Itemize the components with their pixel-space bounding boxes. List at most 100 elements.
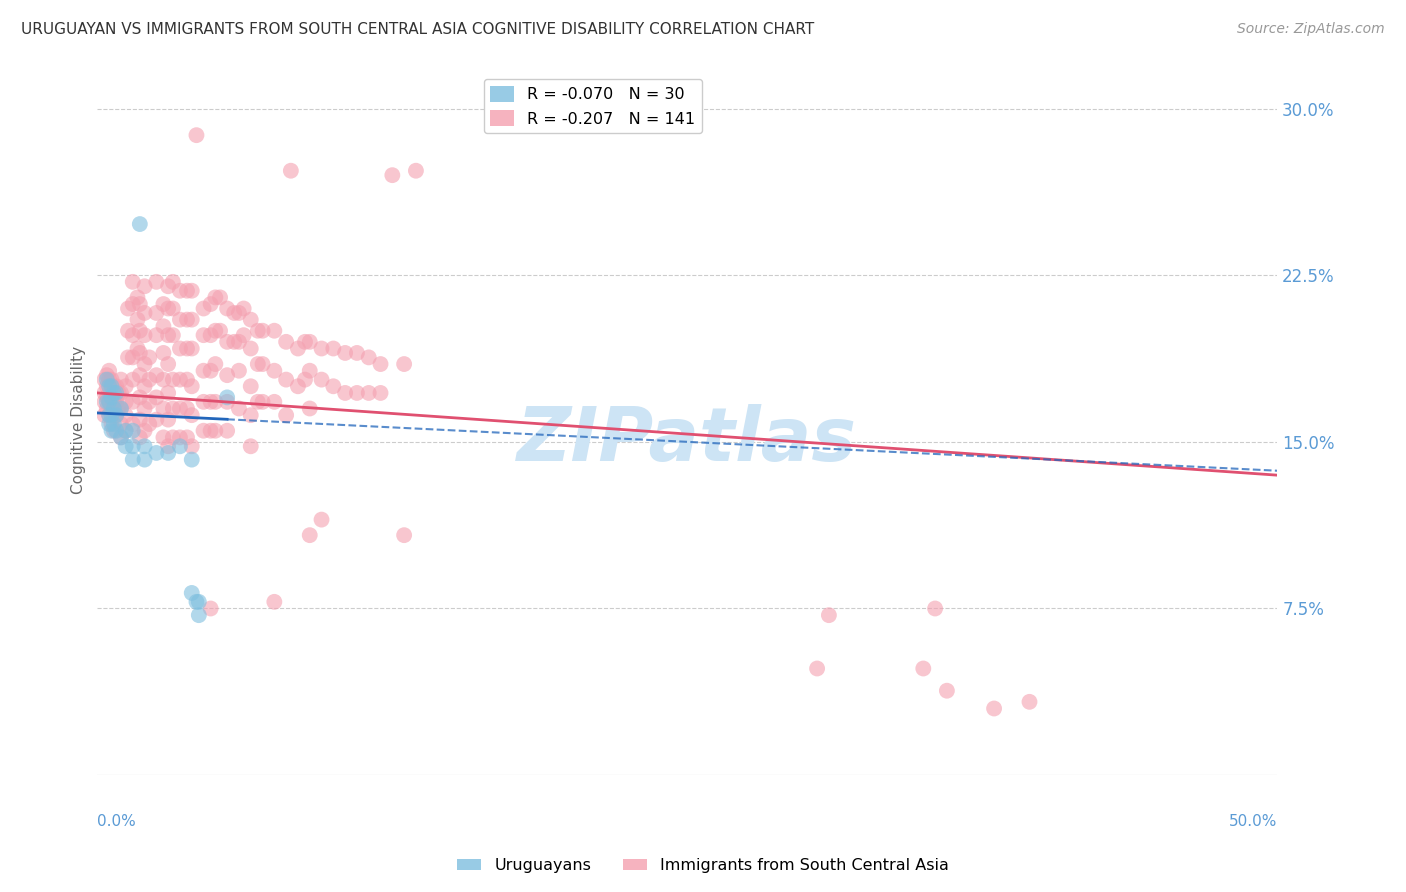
- Point: [117, 324, 139, 338]
- Point: [157, 328, 180, 343]
- Point: [157, 301, 180, 316]
- Point: [204, 324, 226, 338]
- Point: [138, 373, 160, 387]
- Point: [162, 401, 184, 416]
- Point: [392, 357, 415, 371]
- Point: [200, 424, 222, 438]
- Point: [169, 439, 191, 453]
- Point: [157, 386, 180, 401]
- Point: [105, 386, 128, 401]
- Point: [180, 312, 202, 326]
- Point: [176, 312, 198, 326]
- Text: ZIPatlas: ZIPatlas: [517, 404, 858, 477]
- Point: [96, 394, 118, 409]
- Point: [96, 401, 118, 416]
- Point: [204, 357, 226, 371]
- Point: [145, 328, 167, 343]
- Point: [169, 284, 191, 298]
- Point: [134, 379, 156, 393]
- Point: [103, 386, 125, 401]
- Point: [239, 342, 262, 356]
- Point: [134, 328, 156, 343]
- Point: [121, 297, 143, 311]
- Point: [935, 683, 957, 698]
- Point: [110, 430, 132, 444]
- Point: [252, 357, 274, 371]
- Point: [180, 408, 202, 422]
- Point: [114, 424, 136, 438]
- Point: [217, 334, 239, 349]
- Point: [96, 379, 118, 393]
- Point: [169, 342, 191, 356]
- Point: [121, 424, 143, 438]
- Point: [346, 386, 368, 401]
- Point: [287, 379, 309, 393]
- Point: [405, 163, 427, 178]
- Point: [98, 386, 121, 401]
- Point: [169, 430, 191, 444]
- Point: [100, 386, 122, 401]
- Point: [224, 334, 246, 349]
- Point: [200, 394, 222, 409]
- Point: [103, 417, 125, 431]
- Point: [145, 306, 167, 320]
- Text: 50.0%: 50.0%: [1229, 814, 1277, 830]
- Point: [239, 312, 262, 326]
- Point: [228, 364, 250, 378]
- Point: [357, 351, 380, 365]
- Point: [134, 439, 156, 453]
- Point: [263, 324, 285, 338]
- Point: [381, 168, 404, 182]
- Point: [263, 595, 285, 609]
- Point: [114, 379, 136, 393]
- Point: [98, 373, 121, 387]
- Point: [105, 424, 128, 438]
- Point: [252, 324, 274, 338]
- Point: [228, 401, 250, 416]
- Point: [217, 394, 239, 409]
- Point: [152, 319, 174, 334]
- Point: [294, 373, 316, 387]
- Point: [152, 430, 174, 444]
- Point: [204, 290, 226, 304]
- Point: [110, 430, 132, 444]
- Point: [322, 379, 344, 393]
- Point: [145, 275, 167, 289]
- Point: [176, 342, 198, 356]
- Point: [121, 417, 143, 431]
- Point: [346, 346, 368, 360]
- Point: [298, 364, 321, 378]
- Text: 0.0%: 0.0%: [97, 814, 136, 830]
- Point: [246, 324, 269, 338]
- Point: [96, 373, 118, 387]
- Point: [187, 595, 209, 609]
- Point: [107, 386, 129, 401]
- Point: [217, 368, 239, 383]
- Point: [370, 357, 392, 371]
- Point: [276, 334, 298, 349]
- Point: [114, 394, 136, 409]
- Point: [276, 408, 298, 422]
- Text: Source: ZipAtlas.com: Source: ZipAtlas.com: [1237, 22, 1385, 37]
- Point: [204, 394, 226, 409]
- Point: [121, 275, 143, 289]
- Point: [128, 346, 150, 360]
- Point: [103, 401, 125, 416]
- Point: [200, 364, 222, 378]
- Point: [128, 217, 150, 231]
- Point: [98, 394, 121, 409]
- Point: [287, 342, 309, 356]
- Point: [252, 394, 274, 409]
- Point: [138, 394, 160, 409]
- Point: [134, 424, 156, 438]
- Point: [98, 408, 121, 422]
- Point: [239, 439, 262, 453]
- Point: [110, 401, 132, 416]
- Point: [96, 391, 118, 405]
- Point: [93, 373, 115, 387]
- Point: [209, 290, 232, 304]
- Point: [128, 430, 150, 444]
- Point: [176, 401, 198, 416]
- Point: [298, 528, 321, 542]
- Point: [180, 284, 202, 298]
